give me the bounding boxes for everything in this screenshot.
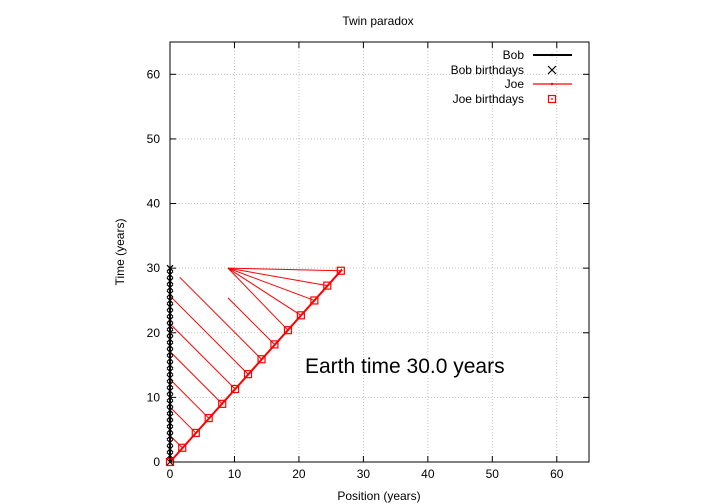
x-tick-label: 0 [167,467,174,481]
plot-frame [169,41,590,463]
joe-birthdays-point [231,384,240,394]
y-tick-label: 0 [153,455,160,469]
joe-birthdays-point [323,281,332,290]
joe-birthdays-point-center [234,388,236,390]
joe-birthdays-point [178,443,187,452]
legend-label: Joe [505,77,525,91]
light-line [169,323,236,390]
joe-birthdays-point-center [273,343,276,346]
joe-birthdays-point [204,413,213,423]
legend-swatch-dot [550,82,554,86]
legend-swatch-square-center [551,98,553,100]
joe-birthdays-point [191,428,200,438]
light-lines [169,267,341,449]
legend-swatch-x [547,65,557,75]
x-tick-label: 30 [357,467,371,481]
joe-birthdays-point-center [221,403,224,405]
x-tick-label: 40 [421,467,435,481]
joe-birthdays-point [283,326,293,335]
light-line [227,267,302,316]
y-axis-label: Time (years) [113,219,127,286]
joe-birthdays-point [296,311,305,320]
light-line [169,295,249,375]
y-tick-label: 10 [147,390,161,404]
legend-label: Joe birthdays [453,92,524,106]
y-tick-label: 50 [147,132,161,146]
x-tick-label: 60 [550,467,564,481]
x-tick-label: 10 [228,467,242,481]
joe-birthdays-point-center [207,417,210,419]
y-tick-label: 20 [147,326,161,340]
light-line [179,276,262,360]
light-line [228,267,341,272]
joe-birthdays-point [243,370,253,379]
y-tick-label: 40 [147,197,161,211]
y-tick-label: 30 [147,261,161,275]
legend-swatch-dot [550,53,554,57]
joe-birthdays-point [257,355,266,364]
x-tick-label: 50 [486,467,500,481]
chart-title: Twin paradox [342,14,413,28]
y-axis: 0 10 20 30 40 50 60 [147,67,589,469]
joe-birthdays-point [218,399,227,408]
x-axis: 0 10 20 30 40 50 60 [167,42,564,481]
light-line [227,297,275,345]
annotation-earth-time: Earth time 30.0 years [305,355,505,378]
light-line [169,406,197,434]
joe-birthdays-point-center [260,358,263,361]
light-line [169,351,223,405]
joe-birthdays-point [270,340,279,349]
joe-birthdays-point [310,296,319,305]
legend-label: Bob birthdays [451,63,524,77]
light-line [227,267,289,331]
light-line [169,378,210,419]
joe-birthdays-point-center [247,373,249,375]
x-tick-label: 20 [292,467,306,481]
light-line [227,267,315,301]
joe-birthdays-point-center [287,329,289,331]
x-axis-label: Position (years) [337,489,420,503]
grid [170,42,589,462]
joe-birthdays-point [336,266,345,275]
joe-birthdays-point-center [194,432,197,434]
legend-swatch-square [547,94,557,104]
legend-label: Bob [503,48,525,62]
y-tick-label: 60 [147,67,161,81]
joe-birthdays-point-center [300,314,302,317]
joe-birthdays-point-center [181,446,184,449]
joe-birthdays-point-center [313,299,316,302]
joe-birthdays-point-center [326,284,329,287]
light-line [227,267,328,287]
joe-birthdays-point-center [340,269,342,272]
